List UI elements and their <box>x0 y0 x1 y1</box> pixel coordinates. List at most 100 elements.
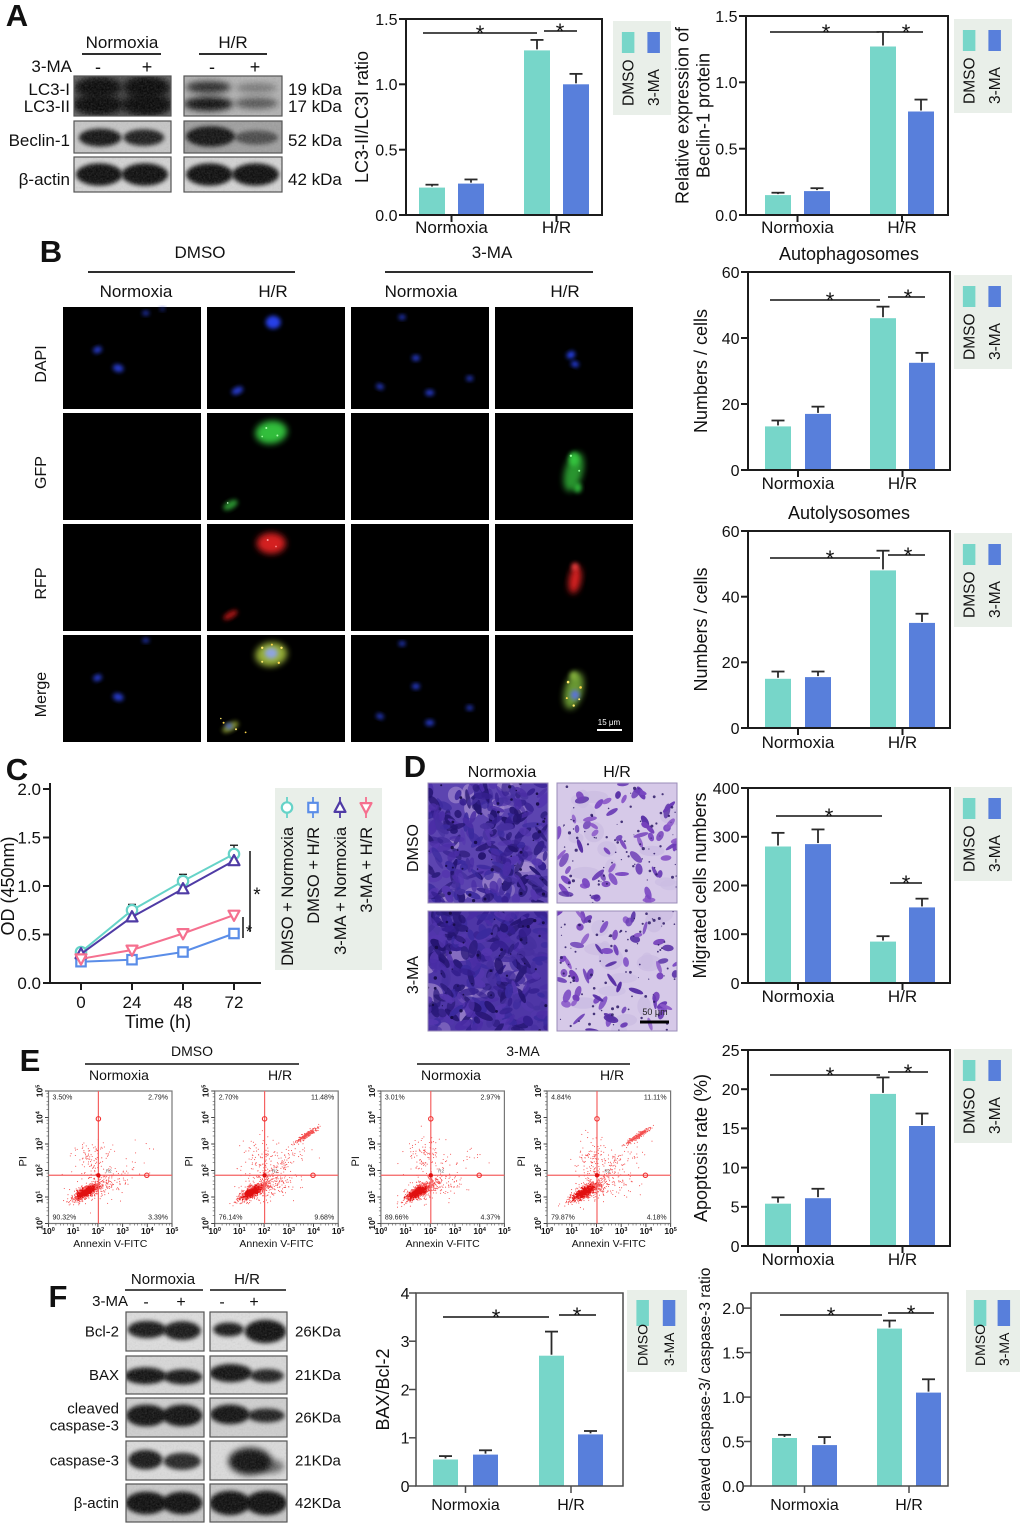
svg-text:42 kDa: 42 kDa <box>288 170 342 189</box>
svg-text:+: + <box>142 57 153 77</box>
svg-text:R2: R2 <box>106 1168 112 1173</box>
svg-text:H/R: H/R <box>895 1497 923 1514</box>
svg-text:H/R: H/R <box>218 33 247 52</box>
svg-text:DMSO: DMSO <box>621 60 638 107</box>
svg-text:3-MA: 3-MA <box>987 834 1004 872</box>
svg-text:0.0: 0.0 <box>17 974 41 993</box>
svg-text:3-MA: 3-MA <box>987 580 1004 618</box>
svg-text:2: 2 <box>401 1382 410 1399</box>
svg-text:101: 101 <box>35 1191 45 1204</box>
svg-text:Numbers / cells: Numbers / cells <box>691 309 711 433</box>
svg-text:4.84%: 4.84% <box>551 1095 571 1102</box>
svg-text:H/R: H/R <box>550 282 579 301</box>
svg-text:LC3-II/LC3I ratio: LC3-II/LC3I ratio <box>352 51 372 183</box>
svg-text:104: 104 <box>640 1226 653 1236</box>
svg-text:PI: PI <box>18 1156 30 1166</box>
svg-text:H/R: H/R <box>258 282 287 301</box>
svg-text:104: 104 <box>367 1110 377 1123</box>
svg-text:11.11%: 11.11% <box>644 1095 667 1102</box>
svg-text:3-MA: 3-MA <box>987 1096 1004 1134</box>
svg-text:2.97%: 2.97% <box>481 1095 501 1102</box>
svg-text:0: 0 <box>731 976 740 993</box>
svg-text:100: 100 <box>375 1226 388 1236</box>
svg-text:Normoxia: Normoxia <box>415 218 488 237</box>
svg-text:H/R: H/R <box>888 474 917 493</box>
svg-text:104: 104 <box>201 1110 211 1123</box>
svg-text:0: 0 <box>731 463 740 480</box>
svg-text:DMSO: DMSO <box>962 1088 979 1135</box>
svg-text:20: 20 <box>722 397 740 414</box>
svg-text:H/R: H/R <box>888 987 917 1006</box>
svg-text:Normoxia: Normoxia <box>385 282 458 301</box>
svg-text:89.66%: 89.66% <box>385 1215 409 1222</box>
svg-text:3-MA: 3-MA <box>92 1293 128 1310</box>
svg-text:*: * <box>827 1303 836 1328</box>
svg-text:103: 103 <box>201 1138 211 1151</box>
svg-text:Normoxia: Normoxia <box>100 282 173 301</box>
svg-text:*: * <box>246 922 253 941</box>
svg-text:*: * <box>904 543 913 568</box>
svg-text:2.0: 2.0 <box>17 780 41 799</box>
svg-text:3-MA: 3-MA <box>31 57 72 76</box>
svg-text:26KDa: 26KDa <box>295 1324 342 1341</box>
svg-text:Migrated cells numbers: Migrated cells numbers <box>690 792 710 978</box>
svg-text:102: 102 <box>92 1226 105 1236</box>
svg-text:*: * <box>825 804 834 829</box>
svg-text:0.0: 0.0 <box>722 1479 744 1496</box>
svg-text:Normoxia: Normoxia <box>468 764 537 781</box>
svg-text:9.68%: 9.68% <box>314 1215 334 1222</box>
svg-text:*: * <box>826 288 835 313</box>
svg-text:Normoxia: Normoxia <box>762 474 835 493</box>
svg-text:*: * <box>822 20 831 45</box>
svg-text:3: 3 <box>401 1334 410 1351</box>
svg-text:104: 104 <box>533 1110 543 1123</box>
svg-text:103: 103 <box>367 1138 377 1151</box>
svg-text:0: 0 <box>731 1239 740 1256</box>
svg-text:Merge: Merge <box>33 672 50 717</box>
svg-text:Normoxia: Normoxia <box>86 33 159 52</box>
svg-text:0.5: 0.5 <box>375 142 397 159</box>
svg-text:Normoxia: Normoxia <box>89 1067 149 1083</box>
svg-text:100: 100 <box>35 1217 45 1230</box>
svg-text:102: 102 <box>35 1164 45 1177</box>
svg-text:3-MA: 3-MA <box>646 68 663 106</box>
svg-text:DMSO: DMSO <box>175 243 226 262</box>
svg-text:104: 104 <box>473 1226 486 1236</box>
svg-text:4.18%: 4.18% <box>647 1215 667 1222</box>
svg-text:DMSO: DMSO <box>962 58 979 105</box>
svg-text:H/R: H/R <box>542 218 571 237</box>
svg-text:105: 105 <box>332 1226 345 1236</box>
svg-text:H/R: H/R <box>600 1067 624 1083</box>
svg-text:24: 24 <box>123 993 142 1012</box>
svg-text:Beclin-1: Beclin-1 <box>9 131 70 150</box>
svg-text:3-MA: 3-MA <box>661 1332 677 1366</box>
svg-text:2.79%: 2.79% <box>148 1095 168 1102</box>
svg-text:H/R: H/R <box>603 764 631 781</box>
svg-text:1.5: 1.5 <box>375 12 397 29</box>
svg-text:F: F <box>49 1279 68 1314</box>
svg-text:1.0: 1.0 <box>722 1390 744 1407</box>
svg-text:4.37%: 4.37% <box>481 1215 501 1222</box>
svg-text:β-actin: β-actin <box>74 1495 119 1512</box>
svg-text:2.0: 2.0 <box>722 1301 744 1318</box>
svg-text:105: 105 <box>533 1085 543 1098</box>
svg-text:R2: R2 <box>272 1168 278 1173</box>
svg-text:Normoxia: Normoxia <box>421 1067 481 1083</box>
svg-text:105: 105 <box>367 1085 377 1098</box>
svg-text:100: 100 <box>367 1217 377 1230</box>
svg-text:1.5: 1.5 <box>715 9 737 26</box>
svg-text:0.0: 0.0 <box>715 208 737 225</box>
svg-text:D: D <box>404 749 426 784</box>
svg-text:21KDa: 21KDa <box>295 1367 342 1384</box>
svg-text:Annexin V-FITC: Annexin V-FITC <box>406 1238 481 1250</box>
svg-text:caspase-3: caspase-3 <box>50 1453 119 1470</box>
svg-text:1.5: 1.5 <box>17 829 41 848</box>
svg-text:*: * <box>492 1305 501 1330</box>
svg-text:40: 40 <box>722 331 740 348</box>
svg-text:*: * <box>907 1301 916 1326</box>
svg-text:100: 100 <box>541 1226 554 1236</box>
svg-text:76.14%: 76.14% <box>219 1215 243 1222</box>
svg-text:Normoxia: Normoxia <box>770 1497 839 1514</box>
svg-text:4: 4 <box>401 1286 410 1303</box>
svg-text:3.39%: 3.39% <box>148 1215 168 1222</box>
